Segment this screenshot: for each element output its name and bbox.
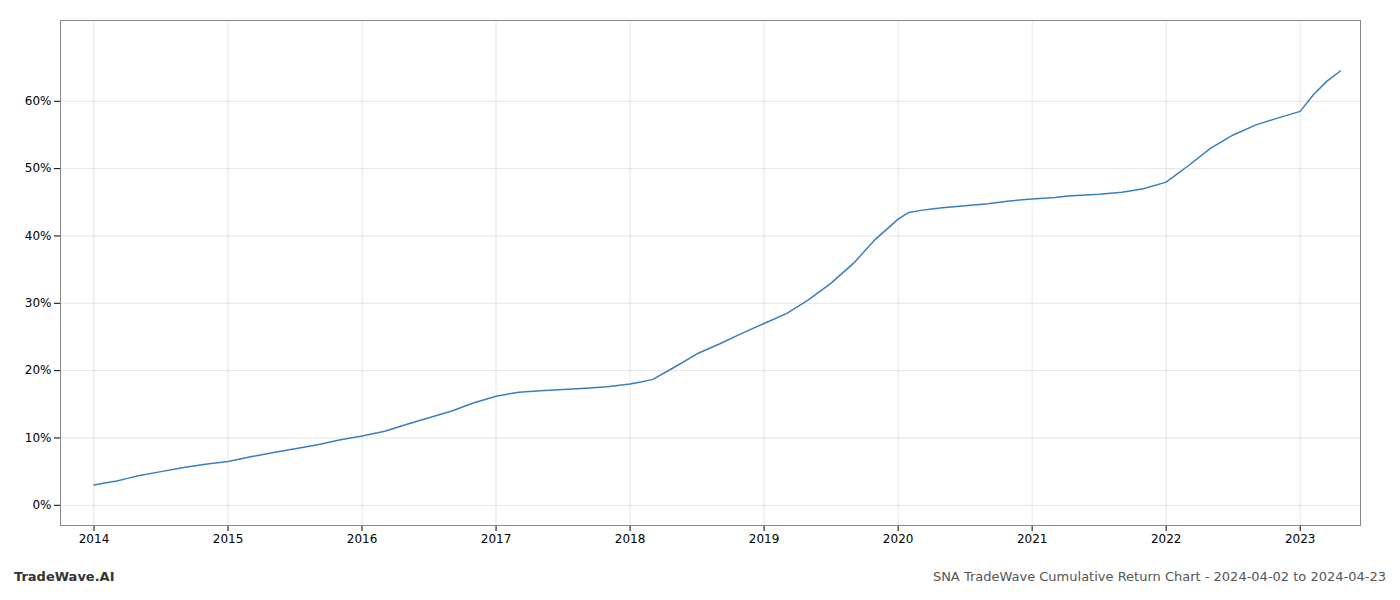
svg-text:2020: 2020 xyxy=(883,532,914,546)
svg-text:0%: 0% xyxy=(32,498,51,512)
svg-text:30%: 30% xyxy=(25,296,52,310)
svg-text:2018: 2018 xyxy=(615,532,646,546)
svg-text:2023: 2023 xyxy=(1285,532,1316,546)
svg-text:2019: 2019 xyxy=(749,532,780,546)
html-text:TradeWave.AI: TradeWave.AI xyxy=(14,569,115,584)
svg-text:60%: 60% xyxy=(25,94,52,108)
svg-text:2016: 2016 xyxy=(347,532,378,546)
svg-text:40%: 40% xyxy=(25,229,52,243)
html-text:SNA TradeWave Cumulative Retur: SNA TradeWave Cumulative Return Chart - … xyxy=(932,569,1386,584)
svg-text:50%: 50% xyxy=(25,161,52,175)
svg-text:20%: 20% xyxy=(25,363,52,377)
svg-text:2021: 2021 xyxy=(1017,532,1048,546)
svg-text:2014: 2014 xyxy=(79,532,110,546)
svg-text:10%: 10% xyxy=(25,431,52,445)
svg-text:2015: 2015 xyxy=(213,532,244,546)
svg-text:2022: 2022 xyxy=(1151,532,1182,546)
svg-text:2017: 2017 xyxy=(481,532,512,546)
